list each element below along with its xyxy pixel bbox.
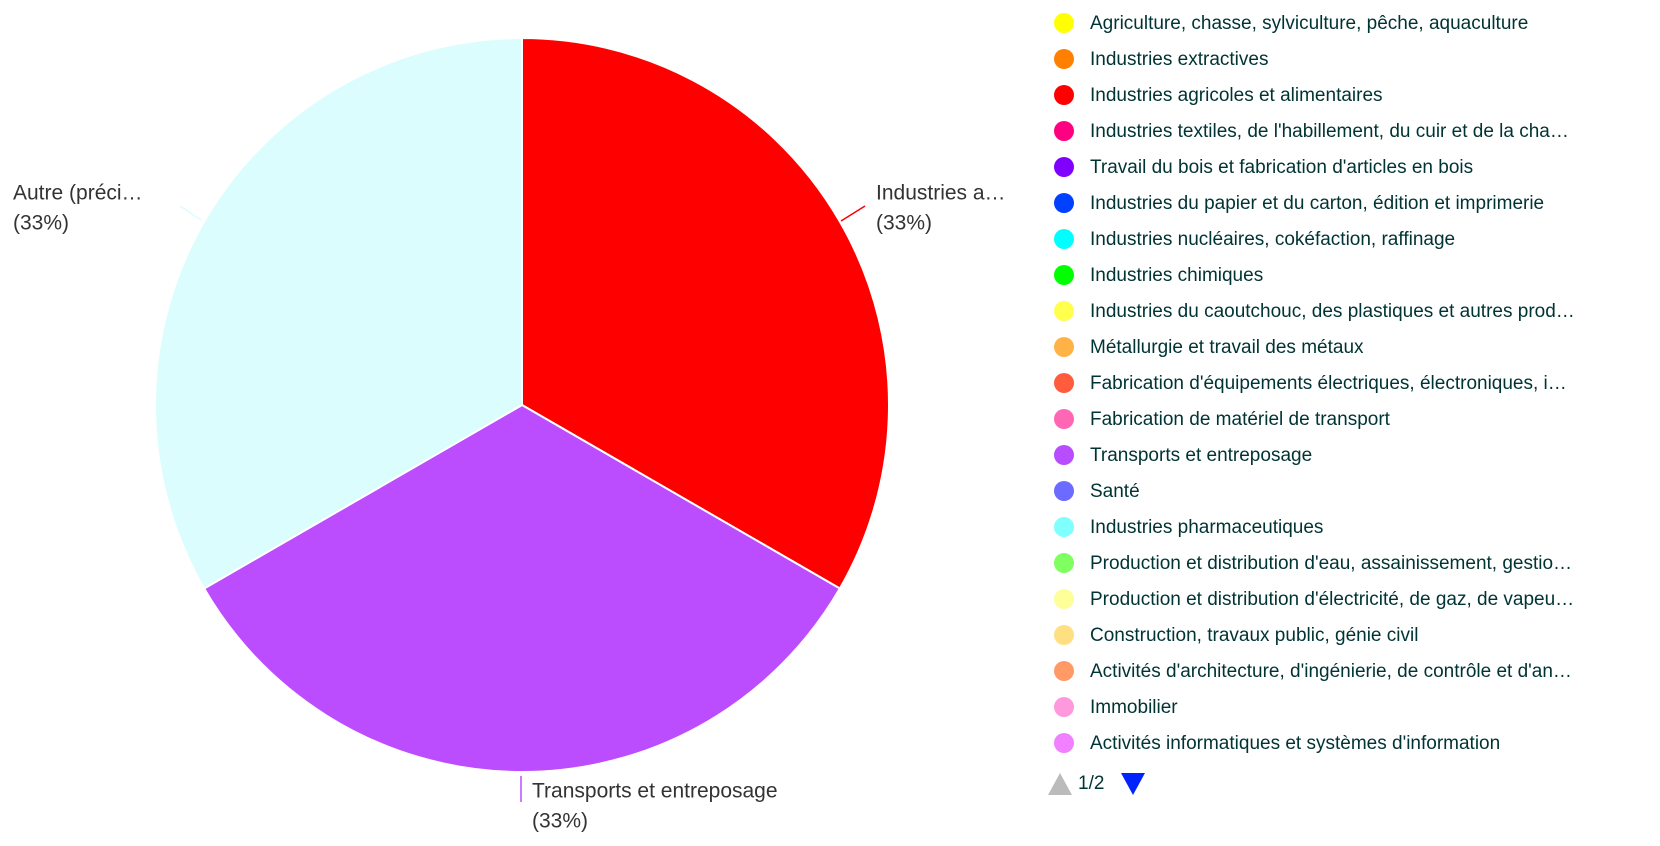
legend-label: Agriculture, chasse, sylviculture, pêche… bbox=[1090, 13, 1528, 34]
legend-swatch bbox=[1054, 229, 1074, 249]
legend-swatch bbox=[1054, 589, 1074, 609]
legend-label: Industries extractives bbox=[1090, 49, 1268, 70]
legend-label: Travail du bois et fabrication d'article… bbox=[1090, 157, 1473, 178]
legend-swatch bbox=[1054, 733, 1074, 753]
legend-label: Immobilier bbox=[1090, 697, 1178, 718]
pie-slice bbox=[202, 403, 842, 773]
legend-page: 1/2 bbox=[1078, 773, 1104, 794]
legend-swatch bbox=[1054, 157, 1074, 177]
legend-prev[interactable] bbox=[1048, 773, 1072, 795]
pie-slice bbox=[154, 36, 523, 590]
legend-label: Industries agricoles et alimentaires bbox=[1090, 85, 1383, 106]
legend-label: Activités d'architecture, d'ingénierie, … bbox=[1090, 661, 1572, 682]
legend-label: Industries nucléaires, cokéfaction, raff… bbox=[1090, 229, 1455, 250]
legend-label: Production et distribution d'eau, assain… bbox=[1090, 553, 1572, 574]
slice-label: Transports et entreposage bbox=[532, 780, 778, 803]
legend-swatch bbox=[1054, 337, 1074, 357]
pie-slice bbox=[521, 36, 890, 590]
legend-label: Construction, travaux public, génie civi… bbox=[1090, 625, 1418, 646]
legend-swatch bbox=[1054, 409, 1074, 429]
slice-label: Autre (préci… bbox=[13, 182, 143, 205]
legend-label: Industries textiles, de l'habillement, d… bbox=[1090, 121, 1569, 142]
legend-swatch bbox=[1054, 13, 1074, 33]
legend-swatch bbox=[1054, 661, 1074, 681]
legend-label: Fabrication d'équipements électriques, é… bbox=[1090, 373, 1567, 394]
legend-label: Transports et entreposage bbox=[1090, 445, 1312, 466]
legend-label: Activités informatiques et systèmes d'in… bbox=[1090, 733, 1500, 754]
legend-swatch bbox=[1054, 193, 1074, 213]
legend-swatch bbox=[1054, 697, 1074, 717]
legend-next[interactable] bbox=[1121, 773, 1145, 795]
legend-swatch bbox=[1054, 85, 1074, 105]
legend-label: Industries pharmaceutiques bbox=[1090, 517, 1323, 538]
legend-label: Fabrication de matériel de transport bbox=[1090, 409, 1391, 430]
legend-label: Métallurgie et travail des métaux bbox=[1090, 337, 1364, 358]
legend-swatch bbox=[1054, 373, 1074, 393]
legend-label: Industries du caoutchouc, des plastiques… bbox=[1090, 301, 1575, 322]
legend-swatch bbox=[1054, 49, 1074, 69]
legend-label: Production et distribution d'électricité… bbox=[1090, 589, 1574, 610]
legend-swatch bbox=[1054, 625, 1074, 645]
legend-swatch bbox=[1054, 481, 1074, 501]
legend-swatch bbox=[1054, 517, 1074, 537]
legend-swatch bbox=[1054, 265, 1074, 285]
legend-label: Industries du papier et du carton, éditi… bbox=[1090, 193, 1544, 214]
slice-value-label: (33%) bbox=[532, 810, 588, 833]
leader-line bbox=[840, 205, 866, 222]
legend-swatch bbox=[1054, 445, 1074, 465]
legend-swatch bbox=[1054, 121, 1074, 141]
slice-value-label: (33%) bbox=[876, 212, 932, 235]
leader-line bbox=[179, 205, 202, 221]
slice-value-label: (33%) bbox=[13, 212, 69, 235]
legend-label: Industries chimiques bbox=[1090, 265, 1263, 286]
slice-label: Industries a… bbox=[876, 182, 1006, 205]
legend-swatch bbox=[1054, 301, 1074, 321]
legend-label: Santé bbox=[1090, 481, 1140, 502]
legend-swatch bbox=[1054, 553, 1074, 573]
